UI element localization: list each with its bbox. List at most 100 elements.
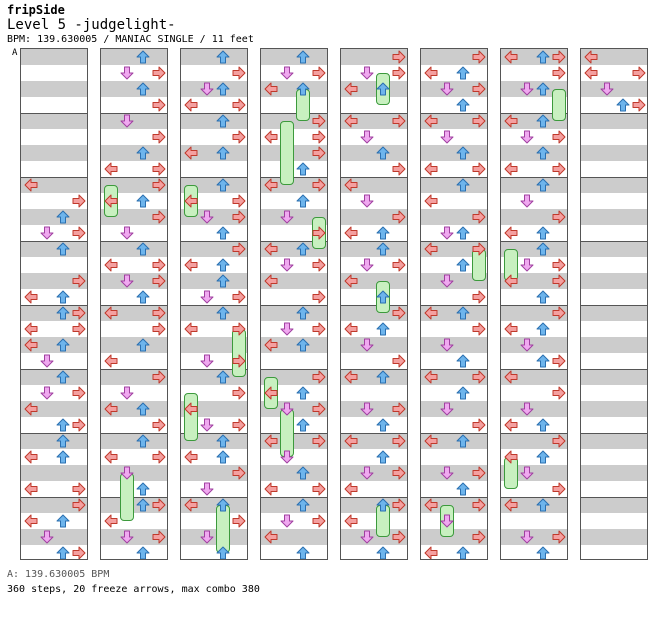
- left-arrow-icon: [584, 50, 598, 64]
- down-arrow-icon: [120, 66, 134, 80]
- down-arrow-icon: [200, 482, 214, 496]
- measure-line: [581, 241, 647, 242]
- right-arrow-icon: [312, 322, 326, 336]
- down-arrow-icon: [120, 114, 134, 128]
- up-arrow-icon: [136, 498, 150, 512]
- measure-line: [101, 369, 167, 370]
- right-arrow-icon: [72, 498, 86, 512]
- left-arrow-icon: [104, 450, 118, 464]
- up-arrow-icon: [456, 386, 470, 400]
- up-arrow-icon: [296, 338, 310, 352]
- right-arrow-icon: [552, 386, 566, 400]
- down-arrow-icon: [200, 530, 214, 544]
- measure-line: [21, 497, 87, 498]
- right-arrow-icon: [552, 530, 566, 544]
- down-arrow-icon: [280, 66, 294, 80]
- up-arrow-icon: [296, 386, 310, 400]
- left-arrow-icon: [424, 66, 438, 80]
- measure-line: [181, 241, 247, 242]
- down-arrow-icon: [200, 418, 214, 432]
- left-arrow-icon: [344, 434, 358, 448]
- up-arrow-icon: [456, 546, 470, 559]
- measure-line: [581, 433, 647, 434]
- left-arrow-icon: [424, 306, 438, 320]
- left-arrow-icon: [24, 450, 38, 464]
- left-arrow-icon: [264, 178, 278, 192]
- measure-line: [261, 177, 327, 178]
- right-arrow-icon: [312, 514, 326, 528]
- down-arrow-icon: [120, 226, 134, 240]
- left-arrow-icon: [264, 482, 278, 496]
- measure-line: [501, 433, 567, 434]
- right-arrow-icon: [472, 290, 486, 304]
- right-arrow-icon: [472, 418, 486, 432]
- right-arrow-icon: [392, 306, 406, 320]
- left-arrow-icon: [24, 322, 38, 336]
- up-arrow-icon: [376, 370, 390, 384]
- measure-line: [101, 113, 167, 114]
- right-arrow-icon: [392, 114, 406, 128]
- right-arrow-icon: [152, 530, 166, 544]
- left-arrow-icon: [104, 402, 118, 416]
- up-arrow-icon: [536, 450, 550, 464]
- up-arrow-icon: [136, 482, 150, 496]
- left-arrow-icon: [104, 258, 118, 272]
- down-arrow-icon: [440, 514, 454, 528]
- left-arrow-icon: [24, 290, 38, 304]
- right-arrow-icon: [72, 322, 86, 336]
- down-arrow-icon: [280, 258, 294, 272]
- right-arrow-icon: [552, 258, 566, 272]
- measure-line: [421, 113, 487, 114]
- right-arrow-icon: [552, 306, 566, 320]
- down-arrow-icon: [440, 82, 454, 96]
- measure-line: [341, 177, 407, 178]
- measure-line: [421, 241, 487, 242]
- measure-line: [501, 113, 567, 114]
- right-arrow-icon: [72, 226, 86, 240]
- left-arrow-icon: [104, 162, 118, 176]
- up-arrow-icon: [136, 434, 150, 448]
- left-arrow-icon: [344, 226, 358, 240]
- right-arrow-icon: [392, 258, 406, 272]
- down-arrow-icon: [360, 130, 374, 144]
- left-arrow-icon: [24, 402, 38, 416]
- measure-line: [501, 177, 567, 178]
- chart-column-6: [420, 48, 488, 560]
- right-arrow-icon: [392, 434, 406, 448]
- right-arrow-icon: [152, 130, 166, 144]
- bpm-marker-label: A: [12, 48, 18, 58]
- up-arrow-icon: [216, 82, 230, 96]
- left-arrow-icon: [264, 274, 278, 288]
- measure-line: [581, 113, 647, 114]
- right-arrow-icon: [72, 194, 86, 208]
- up-arrow-icon: [536, 178, 550, 192]
- up-arrow-icon: [136, 82, 150, 96]
- right-arrow-icon: [552, 66, 566, 80]
- measure-line: [501, 497, 567, 498]
- chart-column-2: [100, 48, 168, 560]
- right-arrow-icon: [552, 482, 566, 496]
- left-arrow-icon: [264, 386, 278, 400]
- freeze-arrow: [184, 393, 198, 441]
- left-arrow-icon: [504, 162, 518, 176]
- up-arrow-icon: [216, 370, 230, 384]
- left-arrow-icon: [344, 482, 358, 496]
- left-arrow-icon: [24, 178, 38, 192]
- right-arrow-icon: [152, 258, 166, 272]
- measure-line: [341, 113, 407, 114]
- measure-line: [501, 305, 567, 306]
- right-arrow-icon: [392, 498, 406, 512]
- down-arrow-icon: [520, 402, 534, 416]
- up-arrow-icon: [536, 322, 550, 336]
- down-arrow-icon: [280, 514, 294, 528]
- up-arrow-icon: [296, 418, 310, 432]
- measure-line: [261, 433, 327, 434]
- chart-column-3: [180, 48, 248, 560]
- down-arrow-icon: [40, 226, 54, 240]
- measure-line: [21, 177, 87, 178]
- right-arrow-icon: [312, 434, 326, 448]
- down-arrow-icon: [360, 338, 374, 352]
- up-arrow-icon: [536, 242, 550, 256]
- up-arrow-icon: [456, 98, 470, 112]
- down-arrow-icon: [440, 274, 454, 288]
